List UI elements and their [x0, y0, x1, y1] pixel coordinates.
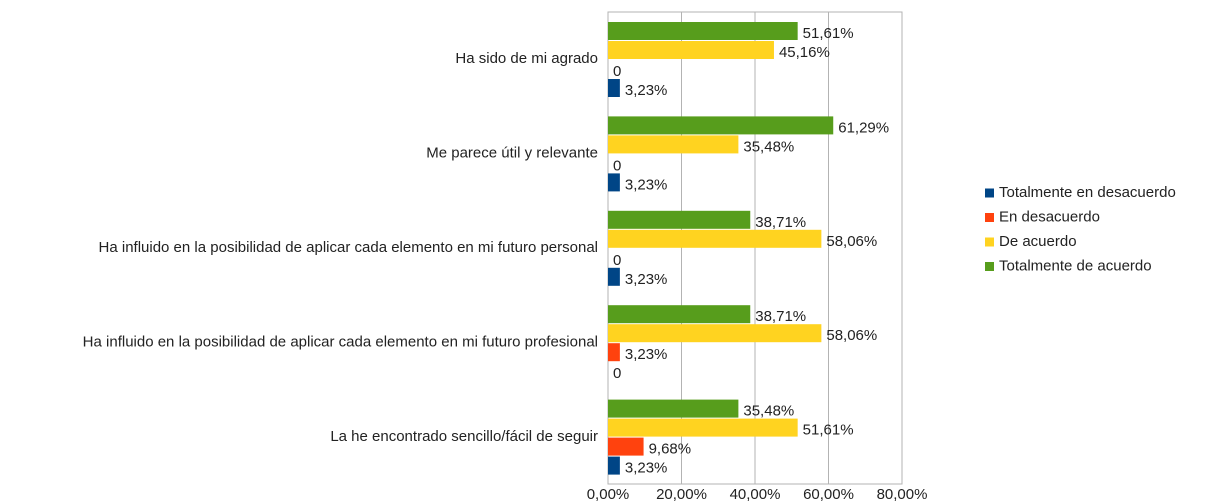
- bar: [608, 173, 620, 192]
- bar: [608, 210, 751, 229]
- value-label: 51,61%: [803, 25, 854, 42]
- value-label: 61,29%: [838, 119, 889, 136]
- category-label: Ha influido en la posibilidad de aplicar…: [99, 239, 598, 256]
- value-label: 58,06%: [826, 233, 877, 250]
- bar: [608, 305, 751, 324]
- value-label: 0: [613, 252, 621, 269]
- value-label: 9,68%: [649, 441, 692, 458]
- legend-label: Totalmente en desacuerdo: [999, 184, 1176, 201]
- plot-border: [607, 11, 903, 485]
- value-label: 51,61%: [803, 422, 854, 439]
- legend-label: Totalmente de acuerdo: [999, 257, 1152, 274]
- value-label: 0: [613, 63, 621, 80]
- category-label: La he encontrado sencillo/fácil de segui…: [330, 428, 598, 445]
- value-label: 45,16%: [779, 44, 830, 61]
- category-label: Ha sido de mi agrado: [455, 50, 598, 67]
- value-label: 3,23%: [625, 176, 668, 193]
- x-tick-label: 80,00%: [877, 486, 928, 503]
- value-label: 0: [613, 365, 621, 382]
- bar: [608, 437, 644, 456]
- bar: [608, 116, 834, 135]
- bar: [608, 229, 822, 248]
- value-label: 58,06%: [826, 327, 877, 344]
- value-label: 35,48%: [743, 403, 794, 420]
- bar: [608, 79, 620, 97]
- x-tick-label: 40,00%: [730, 486, 781, 503]
- bar: [608, 418, 798, 437]
- value-label: 3,23%: [625, 271, 668, 288]
- x-tick-label: 0,00%: [587, 486, 630, 503]
- value-label: 3,23%: [625, 460, 668, 477]
- value-label: 0: [613, 157, 621, 174]
- category-label: Me parece útil y relevante: [426, 145, 598, 162]
- legend-swatch: [985, 213, 994, 222]
- bar: [608, 324, 822, 343]
- value-label: 3,23%: [625, 82, 668, 99]
- legend-swatch: [985, 188, 994, 198]
- bar: [608, 135, 739, 154]
- value-label: 35,48%: [743, 138, 794, 155]
- legend-label: En desacuerdo: [999, 208, 1100, 225]
- x-tick-label: 60,00%: [803, 486, 854, 503]
- legend-swatch: [985, 237, 994, 247]
- bar: [608, 41, 774, 59]
- bar: [608, 399, 739, 418]
- x-tick-label: 20,00%: [656, 486, 707, 503]
- category-label: Ha influido en la posibilidad de aplicar…: [83, 333, 598, 350]
- legend-label: De acuerdo: [999, 233, 1077, 250]
- value-label: 38,71%: [755, 308, 806, 325]
- bar: [608, 456, 620, 475]
- value-label: 38,71%: [755, 214, 806, 231]
- value-label: 3,23%: [625, 346, 668, 363]
- bar: [608, 22, 798, 40]
- bar: [608, 343, 620, 362]
- bar: [608, 267, 620, 286]
- legend-swatch: [985, 262, 994, 271]
